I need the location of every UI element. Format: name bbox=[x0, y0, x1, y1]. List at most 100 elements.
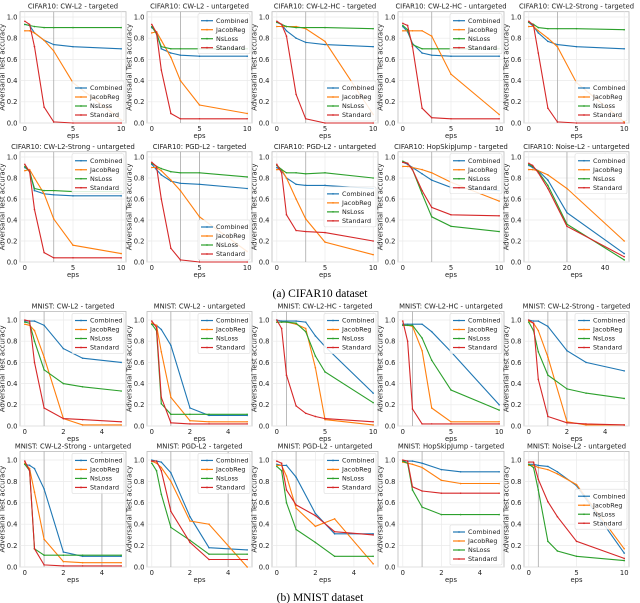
legend-marker bbox=[80, 346, 82, 349]
data-point-jacobreg bbox=[62, 560, 65, 563]
data-point-standard bbox=[208, 423, 210, 425]
legend-label: JacobReg bbox=[592, 166, 622, 174]
y-axis-label: Adversarial Test accuracy bbox=[377, 466, 385, 553]
legend-label: NsLoss bbox=[593, 175, 616, 183]
x-axis-label: eps bbox=[193, 271, 205, 279]
data-point-nsloss bbox=[304, 173, 307, 175]
legend-label: Combined bbox=[593, 492, 625, 500]
data-point-combined bbox=[498, 404, 500, 406]
y-tick-label: 1.0 bbox=[385, 316, 396, 324]
data-point-standard bbox=[459, 492, 462, 494]
data-point-standard bbox=[72, 257, 74, 259]
data-point-standard bbox=[421, 490, 423, 492]
legend-marker bbox=[206, 477, 208, 480]
legend-marker bbox=[583, 319, 585, 322]
y-axis-label: Adversarial Test accuracy bbox=[0, 164, 7, 251]
y-tick-label: 0.4 bbox=[511, 77, 522, 85]
y-axis-label: Adversarial Test accuracy bbox=[0, 325, 7, 412]
y-tick-label: 0.4 bbox=[259, 380, 270, 388]
data-point-combined bbox=[421, 462, 423, 465]
data-point-jacobreg bbox=[43, 39, 45, 42]
data-point-nsloss bbox=[285, 171, 288, 174]
legend-label: Combined bbox=[468, 17, 500, 25]
data-point-jacobreg bbox=[160, 351, 163, 353]
data-point-nsloss bbox=[170, 170, 172, 173]
legend-label: NsLoss bbox=[342, 102, 365, 110]
data-point-standard bbox=[430, 206, 433, 209]
legend-label: JacobReg bbox=[341, 466, 371, 474]
data-point-jacobreg bbox=[450, 420, 452, 423]
data-point-nsloss bbox=[547, 27, 549, 30]
data-point-jacobreg bbox=[198, 216, 201, 218]
data-point-standard bbox=[406, 24, 409, 27]
y-tick-label: 0.0 bbox=[134, 563, 145, 571]
chart-panel: 0.0 0.2 0.4 0.6 0.8 1.0 0 5 10 CIFAR10: HopSkipJu… bbox=[377, 143, 508, 279]
data-point-combined bbox=[120, 361, 122, 364]
data-point-standard bbox=[246, 423, 249, 425]
data-point-nsloss bbox=[324, 171, 326, 174]
x-tick-label: 5 bbox=[197, 125, 201, 133]
data-point-standard bbox=[120, 122, 122, 124]
data-point-combined bbox=[198, 183, 201, 186]
x-tick-label: 10 bbox=[117, 264, 126, 272]
legend-box bbox=[71, 153, 125, 195]
data-point-jacobreg bbox=[324, 40, 326, 43]
y-tick-label: 0.6 bbox=[134, 195, 145, 203]
data-point-jacobreg bbox=[304, 218, 307, 220]
data-point-standard bbox=[285, 374, 288, 376]
data-point-combined bbox=[547, 40, 549, 43]
x-tick-label: 4 bbox=[352, 569, 356, 577]
x-tick-label: 10 bbox=[369, 125, 378, 133]
data-point-jacobreg bbox=[421, 466, 423, 469]
legend-label: NsLoss bbox=[593, 510, 616, 518]
legend-label: JacobReg bbox=[467, 537, 497, 545]
data-point-nsloss bbox=[150, 323, 153, 326]
legend-marker bbox=[583, 168, 585, 171]
legend-label: JacobReg bbox=[592, 501, 622, 509]
y-tick-label: 0.8 bbox=[511, 174, 522, 182]
data-point-nsloss bbox=[246, 553, 249, 555]
x-tick-label: 2 bbox=[439, 569, 443, 577]
y-tick-label: 0.4 bbox=[259, 77, 270, 85]
data-point-standard bbox=[62, 565, 65, 567]
data-point-standard bbox=[406, 162, 409, 165]
legend-box bbox=[197, 453, 251, 494]
data-point-jacobreg bbox=[372, 562, 374, 565]
data-point-nsloss bbox=[120, 390, 122, 392]
y-tick-label: 1.0 bbox=[7, 456, 18, 464]
data-point-standard bbox=[285, 489, 288, 491]
data-point-standard bbox=[81, 565, 84, 567]
data-point-nsloss bbox=[537, 351, 540, 353]
data-point-nsloss bbox=[402, 24, 404, 27]
data-point-nsloss bbox=[276, 465, 278, 468]
data-point-jacobreg bbox=[276, 25, 278, 28]
x-tick-label: 40 bbox=[601, 264, 610, 272]
data-point-standard bbox=[52, 121, 55, 123]
x-tick-label: 0 bbox=[527, 569, 531, 577]
legend-label: Standard bbox=[593, 344, 622, 352]
x-tick-label: 0 bbox=[23, 264, 27, 272]
legend-marker bbox=[583, 337, 585, 340]
legend-label: JacobReg bbox=[467, 166, 497, 174]
data-point-jacobreg bbox=[120, 561, 122, 564]
data-point-standard bbox=[411, 485, 414, 488]
data-point-jacobreg bbox=[498, 482, 500, 485]
y-tick-label: 0.8 bbox=[385, 338, 396, 346]
y-tick-label: 0.4 bbox=[7, 216, 18, 224]
y-tick-label: 0.8 bbox=[7, 478, 18, 486]
legend-marker bbox=[332, 319, 334, 322]
legend-label: Standard bbox=[216, 250, 245, 258]
data-point-nsloss bbox=[372, 27, 374, 30]
data-point-standard bbox=[372, 534, 374, 536]
data-point-combined bbox=[547, 465, 549, 468]
data-point-jacobreg bbox=[527, 25, 530, 28]
data-point-combined bbox=[421, 323, 423, 326]
data-point-nsloss bbox=[33, 187, 36, 190]
legend-marker bbox=[206, 28, 208, 31]
x-tick-label: 10 bbox=[620, 569, 629, 577]
data-point-nsloss bbox=[160, 167, 163, 170]
legend-marker bbox=[206, 459, 208, 462]
data-point-nsloss bbox=[421, 337, 423, 339]
data-point-combined bbox=[52, 194, 55, 196]
y-tick-label: 0.0 bbox=[511, 563, 522, 571]
